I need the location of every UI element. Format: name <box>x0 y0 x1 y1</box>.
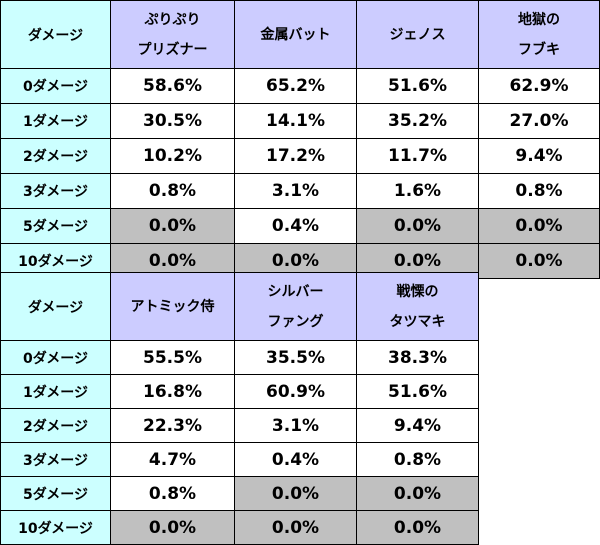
column-header-line: ファング <box>267 313 324 330</box>
row-label: 5ダメージ <box>0 208 111 244</box>
column-header: アトミック侍 <box>110 272 235 341</box>
header-row: ダメージ アトミック侍 シルバー ファング 戦慄の タツマキ <box>0 272 479 341</box>
value-cell: 0.0% <box>478 208 600 244</box>
value-cell: 4.7% <box>110 442 235 477</box>
value-cell: 35.2% <box>356 103 479 139</box>
value-cell: 0.8% <box>356 442 479 477</box>
value-cell: 65.2% <box>234 68 357 104</box>
column-header: 金属バット <box>234 0 357 69</box>
table-row: 0ダメージ 58.6% 65.2% 51.6% 62.9% <box>0 68 600 104</box>
value-cell: 10.2% <box>110 138 235 174</box>
table-row: 3ダメージ 0.8% 3.1% 1.6% 0.8% <box>0 173 600 209</box>
value-cell: 51.6% <box>356 374 479 409</box>
column-header-line: タツマキ <box>389 313 446 330</box>
row-label: 3ダメージ <box>0 442 111 477</box>
table-row: 2ダメージ 10.2% 17.2% 11.7% 9.4% <box>0 138 600 174</box>
value-cell: 0.8% <box>110 173 235 209</box>
column-header: シルバー ファング <box>234 272 357 341</box>
value-cell: 0.8% <box>110 476 235 511</box>
value-cell: 3.1% <box>234 173 357 209</box>
corner-header: ダメージ <box>0 272 111 341</box>
header-row: ダメージ ぷりぷり プリズナー 金属バット ジェノス 地獄の フブキ <box>0 0 600 69</box>
value-cell: 60.9% <box>234 374 357 409</box>
row-label: 2ダメージ <box>0 408 111 443</box>
damage-table-2: ダメージ アトミック侍 シルバー ファング 戦慄の タツマキ 0ダメージ 55.5% 35.5%… <box>0 272 479 545</box>
row-label: 5ダメージ <box>0 476 111 511</box>
row-label: 0ダメージ <box>0 68 111 104</box>
value-cell: 0.0% <box>110 510 235 545</box>
column-header: 戦慄の タツマキ <box>356 272 479 341</box>
row-label: 10ダメージ <box>0 510 111 545</box>
value-cell: 14.1% <box>234 103 357 139</box>
table-row: 1ダメージ 30.5% 14.1% 35.2% 27.0% <box>0 103 600 139</box>
value-cell: 27.0% <box>478 103 600 139</box>
column-header-line: アトミック侍 <box>130 298 215 315</box>
column-header-line: 戦慄の <box>396 283 439 300</box>
row-label: 2ダメージ <box>0 138 111 174</box>
value-cell: 0.0% <box>110 208 235 244</box>
row-label: 1ダメージ <box>0 103 111 139</box>
row-label: 3ダメージ <box>0 173 111 209</box>
value-cell: 1.6% <box>356 173 479 209</box>
column-header-line: フブキ <box>518 41 560 58</box>
table-row: 1ダメージ 16.8% 60.9% 51.6% <box>0 374 479 409</box>
value-cell: 62.9% <box>478 68 600 104</box>
corner-header: ダメージ <box>0 0 111 69</box>
value-cell: 17.2% <box>234 138 357 174</box>
column-header-line: 地獄の <box>518 11 560 28</box>
value-cell: 11.7% <box>356 138 479 174</box>
column-header: ジェノス <box>356 0 479 69</box>
value-cell: 51.6% <box>356 68 479 104</box>
damage-table-1: ダメージ ぷりぷり プリズナー 金属バット ジェノス 地獄の フブキ 0ダメージ 58.6% 65… <box>0 0 600 279</box>
column-header-line: プリズナー <box>137 41 208 58</box>
value-cell: 55.5% <box>110 340 235 375</box>
column-header: 地獄の フブキ <box>478 0 600 69</box>
row-label: 0ダメージ <box>0 340 111 375</box>
table-row: 3ダメージ 4.7% 0.4% 0.8% <box>0 442 479 477</box>
value-cell: 0.0% <box>234 510 357 545</box>
table-row: 2ダメージ 22.3% 3.1% 9.4% <box>0 408 479 443</box>
value-cell: 9.4% <box>478 138 600 174</box>
value-cell: 16.8% <box>110 374 235 409</box>
row-label: 1ダメージ <box>0 374 111 409</box>
value-cell: 58.6% <box>110 68 235 104</box>
value-cell: 0.0% <box>234 476 357 511</box>
table-row: 5ダメージ 0.0% 0.4% 0.0% 0.0% <box>0 208 600 244</box>
value-cell: 0.4% <box>234 442 357 477</box>
value-cell: 35.5% <box>234 340 357 375</box>
value-cell: 38.3% <box>356 340 479 375</box>
column-header: ぷりぷり プリズナー <box>110 0 235 69</box>
value-cell: 9.4% <box>356 408 479 443</box>
value-cell: 0.8% <box>478 173 600 209</box>
value-cell: 0.0% <box>356 476 479 511</box>
value-cell: 22.3% <box>110 408 235 443</box>
value-cell: 30.5% <box>110 103 235 139</box>
column-header-line: 金属バット <box>260 26 331 43</box>
column-header-line: ジェノス <box>389 26 446 43</box>
table-row: 10ダメージ 0.0% 0.0% 0.0% <box>0 510 479 545</box>
value-cell: 0.4% <box>234 208 357 244</box>
value-cell: 0.0% <box>356 208 479 244</box>
table-row: 5ダメージ 0.8% 0.0% 0.0% <box>0 476 479 511</box>
value-cell: 3.1% <box>234 408 357 443</box>
column-header-line: ぷりぷり <box>144 11 201 28</box>
value-cell: 0.0% <box>478 243 600 279</box>
value-cell: 0.0% <box>356 510 479 545</box>
table-row: 0ダメージ 55.5% 35.5% 38.3% <box>0 340 479 375</box>
column-header-line: シルバー <box>267 283 324 300</box>
